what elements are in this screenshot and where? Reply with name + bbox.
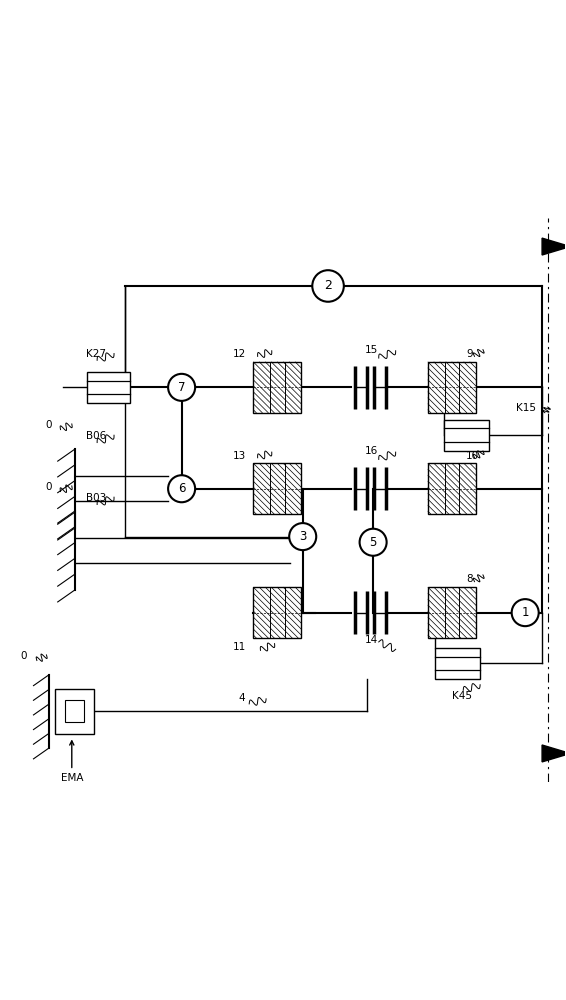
Text: 1: 1 bbox=[521, 606, 529, 619]
Text: 3: 3 bbox=[299, 530, 306, 543]
Text: 14: 14 bbox=[365, 635, 378, 645]
Text: K45: K45 bbox=[452, 691, 472, 701]
Text: 13: 13 bbox=[233, 451, 246, 461]
Circle shape bbox=[168, 374, 195, 401]
Text: B06: B06 bbox=[86, 431, 106, 441]
Bar bbox=[254, 463, 301, 514]
Circle shape bbox=[312, 270, 344, 302]
Bar bbox=[428, 587, 476, 638]
Bar bbox=[444, 420, 488, 451]
Text: 6: 6 bbox=[178, 482, 186, 495]
Bar bbox=[428, 463, 476, 514]
Bar bbox=[428, 362, 476, 413]
Text: 5: 5 bbox=[370, 536, 377, 549]
Circle shape bbox=[512, 599, 539, 626]
Circle shape bbox=[289, 523, 316, 550]
Text: K27: K27 bbox=[86, 349, 106, 359]
Text: 9: 9 bbox=[466, 349, 473, 359]
Text: 16: 16 bbox=[365, 446, 378, 456]
Circle shape bbox=[168, 475, 195, 502]
Text: 0: 0 bbox=[20, 651, 27, 661]
Text: EMA: EMA bbox=[61, 741, 83, 783]
Polygon shape bbox=[542, 745, 566, 762]
Text: 2: 2 bbox=[324, 279, 332, 292]
Text: 0: 0 bbox=[46, 420, 52, 430]
Bar bbox=[55, 689, 95, 734]
Text: B03: B03 bbox=[86, 493, 106, 503]
Bar bbox=[254, 362, 301, 413]
Circle shape bbox=[359, 529, 387, 556]
Text: 0: 0 bbox=[46, 482, 52, 492]
Text: 10: 10 bbox=[466, 451, 479, 461]
Polygon shape bbox=[542, 238, 566, 255]
Text: K15: K15 bbox=[516, 403, 537, 413]
Text: 12: 12 bbox=[233, 349, 246, 359]
Text: 7: 7 bbox=[178, 381, 186, 394]
Bar bbox=[65, 700, 84, 722]
Text: 15: 15 bbox=[365, 345, 378, 355]
Bar bbox=[87, 372, 130, 403]
Text: 4: 4 bbox=[238, 693, 245, 703]
Bar bbox=[254, 587, 301, 638]
Text: 8: 8 bbox=[466, 574, 473, 584]
Text: 11: 11 bbox=[233, 642, 246, 652]
Bar bbox=[435, 648, 480, 679]
